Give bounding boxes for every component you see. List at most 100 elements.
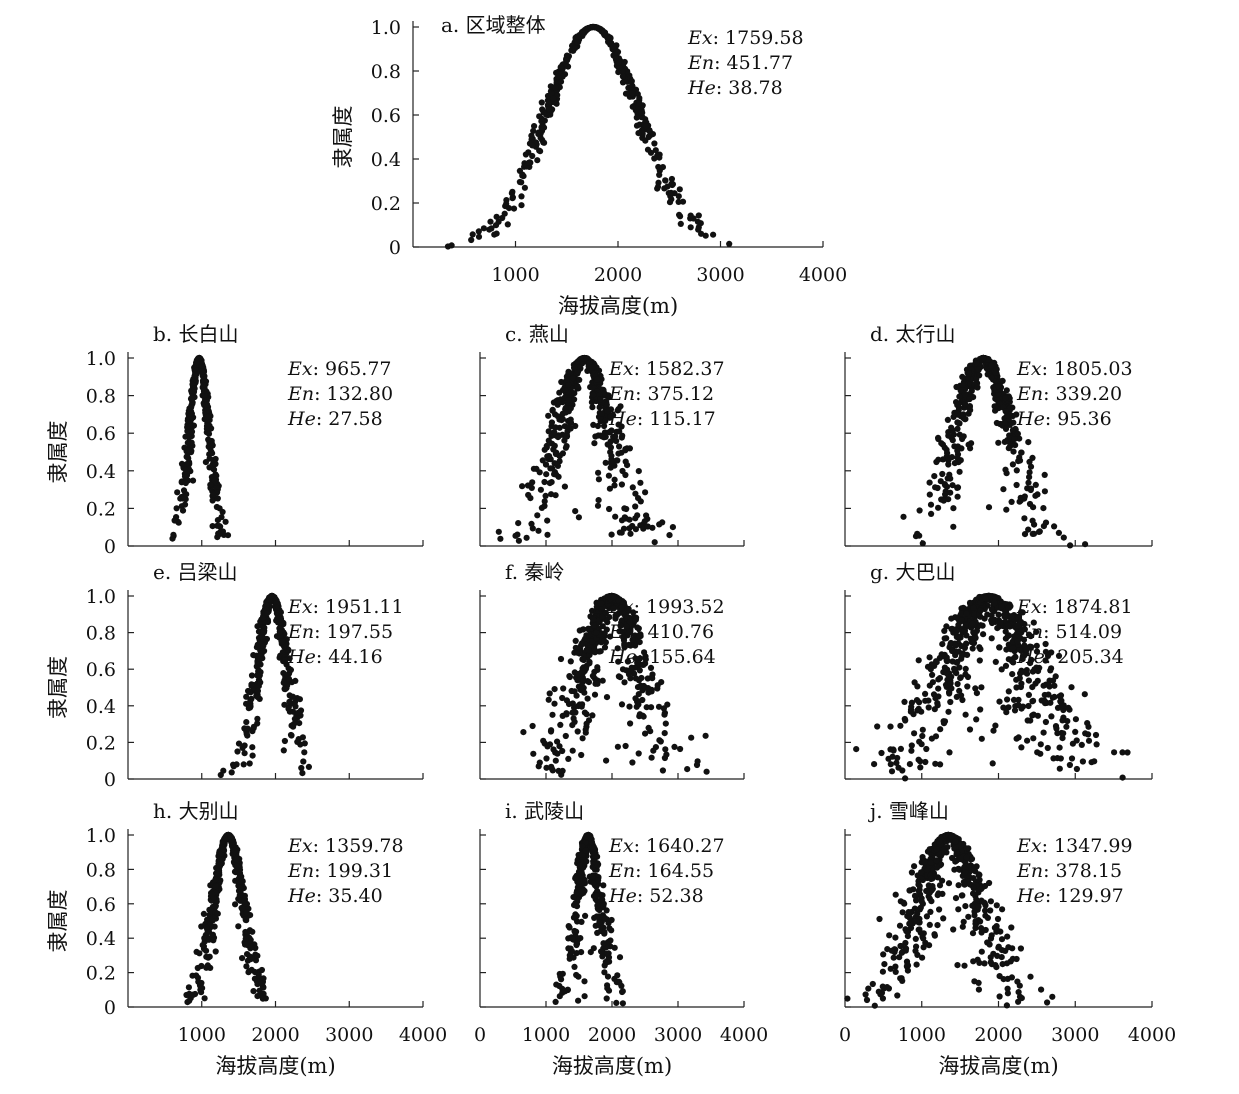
cloud-drop-point xyxy=(568,948,576,955)
cloud-drop-point xyxy=(299,770,306,777)
cloud-drop-point xyxy=(915,657,922,664)
cloud-drop-point xyxy=(970,629,977,636)
cloud-drop-point xyxy=(951,665,958,672)
cloud-drop-point xyxy=(250,988,257,995)
stat-value: : 95.36 xyxy=(1045,408,1112,430)
cloud-drop-point xyxy=(220,846,227,853)
cloud-drop-point xyxy=(629,103,636,110)
cloud-drop-point xyxy=(632,503,639,510)
cloud-drop-point xyxy=(1060,534,1067,541)
cloud-drop-point xyxy=(601,969,608,976)
cloud-drop-point xyxy=(908,747,915,754)
cloud-drop-point xyxy=(1005,445,1012,452)
cloud-drop-point xyxy=(582,665,590,673)
cloud-drop-point xyxy=(1031,521,1038,528)
cloud-drop-point xyxy=(544,517,551,524)
cloud-drop-point xyxy=(619,73,627,80)
stat-en: En: 164.55 xyxy=(608,860,714,882)
cloud-drop-point xyxy=(534,157,541,164)
cloud-drop-point xyxy=(636,100,643,107)
cloud-drop-point xyxy=(962,416,969,423)
cloud-drop-point xyxy=(1060,730,1067,737)
cloud-drop-point xyxy=(932,760,939,767)
cloud-drop-point xyxy=(616,64,623,71)
cloud-drop-point xyxy=(944,450,951,457)
cloud-drop-point xyxy=(974,384,981,391)
cloud-drop-point xyxy=(603,757,610,764)
cloud-drop-point xyxy=(512,532,519,539)
cloud-drop-point xyxy=(254,715,261,722)
cloud-drop-point xyxy=(963,610,970,617)
cloud-drop-point xyxy=(622,515,629,522)
cloud-drop-point xyxy=(649,675,656,682)
cloud-drop-point xyxy=(569,747,576,754)
cloud-drop-point xyxy=(1011,436,1018,443)
cloud-drop-point xyxy=(583,720,590,727)
cloud-drop-point xyxy=(546,741,554,748)
cloud-drop-point xyxy=(575,514,583,521)
cloud-drop-point xyxy=(943,658,951,665)
cloud-drop-point xyxy=(566,924,573,931)
cloud-drop-point xyxy=(246,968,253,975)
cloud-drop-point xyxy=(504,221,511,228)
cloud-drop-point xyxy=(222,518,229,525)
cloud-drop-point xyxy=(544,453,551,460)
cloud-drop-point xyxy=(199,942,206,949)
cloud-drop-point xyxy=(1078,741,1085,749)
cloud-drop-point xyxy=(939,470,946,478)
cloud-drop-point xyxy=(687,224,694,231)
cloud-drop-point xyxy=(636,711,644,718)
cloud-drop-point xyxy=(1026,474,1033,481)
cloud-drop-point xyxy=(656,154,663,161)
cloud-drop-point xyxy=(1093,741,1100,748)
y-tick-label: 1.0 xyxy=(371,17,401,39)
cloud-drop-point xyxy=(551,700,558,707)
cloud-drop-point xyxy=(289,693,296,700)
cloud-drop-point xyxy=(1048,713,1055,720)
cloud-drop-point xyxy=(527,495,534,502)
cloud-drop-point xyxy=(619,432,626,439)
cloud-drop-point xyxy=(958,692,965,699)
cloud-drop-point xyxy=(551,686,558,693)
stat-ex: Ex: 1640.27 xyxy=(608,835,725,857)
cloud-drop-point xyxy=(196,950,203,957)
cloud-drop-point xyxy=(559,450,567,457)
cloud-drop-point xyxy=(615,658,622,665)
cloud-drop-point xyxy=(518,193,525,200)
stat-value: : 1347.99 xyxy=(1042,835,1133,857)
cloud-drop-point xyxy=(546,480,554,487)
cloud-drop-point xyxy=(677,220,684,227)
stat-name: He xyxy=(1016,408,1045,430)
cloud-drop-point xyxy=(634,684,642,691)
cloud-drop-point xyxy=(632,515,639,522)
cloud-drop-point xyxy=(217,771,224,779)
cloud-drop-point xyxy=(916,507,923,514)
y-tick-label: 0 xyxy=(104,769,116,791)
cloud-drop-point xyxy=(606,429,614,436)
cloud-drop-point xyxy=(1009,427,1017,434)
cloud-drop-point xyxy=(914,683,921,690)
stat-he: He: 52.38 xyxy=(608,885,704,907)
cloud-drop-point xyxy=(536,759,543,766)
stat-name: Ex xyxy=(1016,835,1042,857)
cloud-drop-point xyxy=(663,751,670,758)
cloud-drop-point xyxy=(254,694,261,701)
cloud-drop-point xyxy=(1030,530,1038,537)
cloud-drop-point xyxy=(1020,636,1028,643)
cloud-drop-point xyxy=(629,90,636,97)
stat-value: : 27.58 xyxy=(316,408,383,430)
cloud-drop-point xyxy=(1026,469,1033,476)
stat-value: : 514.09 xyxy=(1043,621,1122,643)
y-tick-label: 0.6 xyxy=(86,894,116,916)
cloud-drop-point xyxy=(644,523,651,530)
cloud-drop-point xyxy=(955,633,962,641)
cloud-drop-point xyxy=(962,711,969,718)
cloud-drop-point xyxy=(1040,682,1047,689)
cloud-drop-point xyxy=(1013,467,1020,474)
cloud-drop-point xyxy=(575,997,582,1004)
cloud-drop-point xyxy=(1068,755,1076,762)
cloud-drop-point xyxy=(958,617,965,624)
stat-value: : 52.38 xyxy=(637,885,704,907)
y-tick-label: 1.0 xyxy=(86,586,116,608)
